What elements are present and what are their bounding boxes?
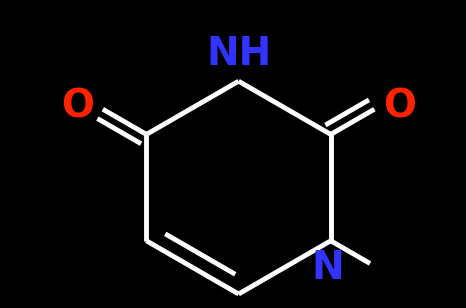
Text: O: O [62,87,95,125]
Text: NH: NH [206,35,271,73]
Text: O: O [383,87,416,125]
Text: N: N [312,249,344,287]
